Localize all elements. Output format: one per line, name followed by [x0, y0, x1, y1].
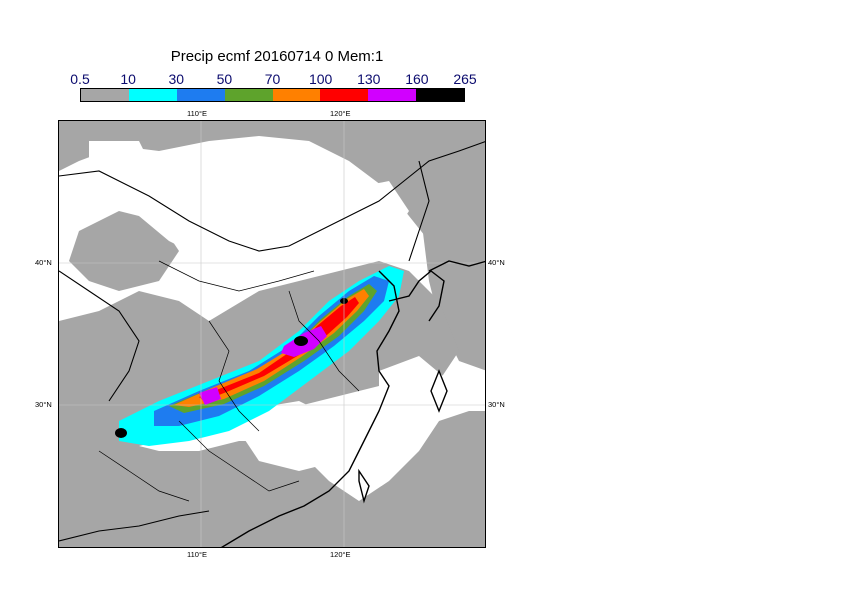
- colorbar-label: 10: [120, 71, 136, 87]
- lat-right-30: 30°N: [488, 400, 505, 409]
- province-borders: [98, 260, 360, 502]
- no-precip-areas: [89, 141, 449, 481]
- colorbar-label: 30: [168, 71, 185, 87]
- colorbar-label: 70: [264, 71, 281, 87]
- colorbar-label: 160: [405, 71, 429, 87]
- lon-bottom-110: 110°E: [187, 550, 207, 559]
- map-title: Precip ecmf 20160714 0 Mem:1: [170, 48, 384, 65]
- lat-left-30: 30°N: [35, 400, 52, 409]
- lon-bottom-120: 120°E: [330, 550, 351, 559]
- graticule: [59, 121, 485, 547]
- map-canvas: [59, 121, 485, 547]
- lat-left-40: 40°N: [35, 258, 52, 267]
- colorbar-label: 130: [357, 71, 381, 87]
- colorbar-swatch: [224, 89, 273, 101]
- colorbar-swatch: [81, 89, 129, 101]
- precip-core-2: [115, 428, 127, 438]
- colorbar-label: 0.5: [70, 71, 90, 87]
- colorbar-swatch: [272, 89, 321, 101]
- country-borders: [59, 141, 485, 542]
- colorbar-swatch: [368, 89, 417, 101]
- colorbar-swatch: [416, 89, 464, 101]
- lat-right-40: 40°N: [488, 258, 505, 267]
- colorbar-label: 265: [453, 71, 477, 87]
- lon-top-120: 120°E: [330, 109, 351, 118]
- colorbar-label: 50: [216, 71, 233, 87]
- precip-colorbar: [80, 88, 465, 102]
- colorbar-label: 100: [308, 71, 333, 87]
- precip-band-130b: [199, 387, 221, 405]
- colorbar-swatch: [128, 89, 177, 101]
- precip-band-50: [169, 284, 377, 413]
- precip-core-1: [294, 336, 308, 346]
- colorbar-swatch: [176, 89, 225, 101]
- precip-map: [58, 120, 486, 548]
- colorbar-swatch: [320, 89, 369, 101]
- coastlines: [220, 260, 485, 547]
- lon-top-110: 110°E: [187, 109, 207, 118]
